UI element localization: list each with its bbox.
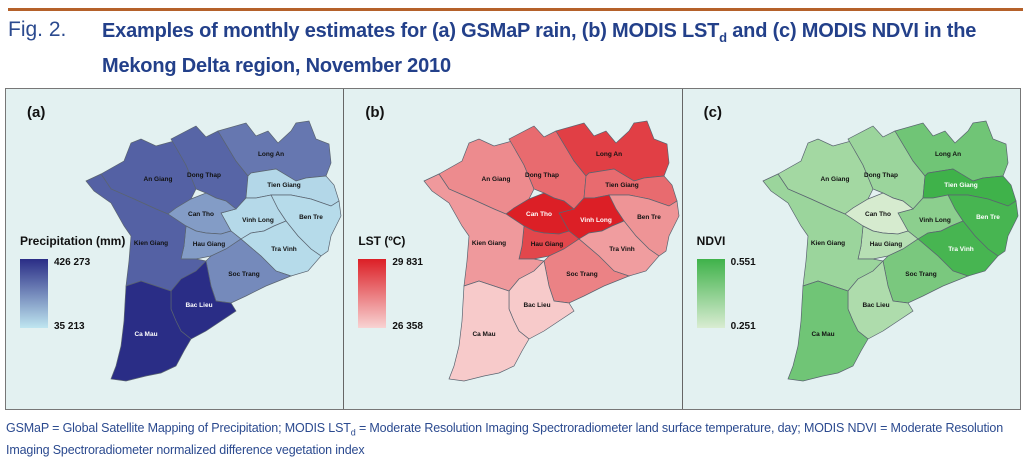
legend-title: Precipitation (mm)	[20, 234, 126, 248]
province-label-tien-giang: Tien Giang	[606, 182, 639, 189]
title-subscript: d	[719, 30, 727, 45]
province-label-hau-giang: Hau Giang	[193, 241, 226, 248]
province-ca-mau	[448, 280, 530, 382]
legend-title: LST (ºC)	[358, 234, 406, 248]
province-label-soc-trang: Soc Trang	[905, 271, 936, 278]
title-text: Examples of monthly estimates for (a) GS…	[102, 20, 720, 42]
province-label-vinh-long: Vinh Long	[919, 217, 951, 224]
province-ca-mau	[110, 280, 192, 382]
figure-caption: GSMaP = Global Satellite Mapping of Prec…	[6, 420, 1026, 459]
province-label-ben-tre: Ben Tre	[976, 214, 1000, 221]
map-b: An Giang Dong Thap Long An Tien Giang Ben Tr…	[423, 120, 680, 382]
province-label-hau-giang: Hau Giang	[869, 241, 902, 248]
province-label-hau-giang: Hau Giang	[531, 241, 564, 248]
province-label-vinh-long: Vinh Long	[581, 217, 613, 224]
province-ca-mau	[787, 280, 869, 382]
map-c: An Giang Dong Thap Long An Tien Giang Ben Tr…	[762, 120, 1019, 382]
province-layer: An Giang Dong Thap Long An Tien Giang Ben Tr…	[85, 120, 342, 382]
province-layer: An Giang Dong Thap Long An Tien Giang Ben Tr…	[423, 120, 680, 382]
province-label-kien-giang: Kien Giang	[472, 240, 506, 247]
province-label-can-tho: Can Tho	[865, 211, 891, 218]
province-label-soc-trang: Soc Trang	[567, 271, 598, 278]
figure-number: Fig. 2.	[8, 18, 67, 41]
map-a: An Giang Dong Thap Long An Tien Giang Ben Tr…	[85, 120, 342, 382]
province-label-bac-lieu: Bac Lieu	[185, 302, 212, 309]
province-label-kien-giang: Kien Giang	[134, 240, 168, 247]
province-label-long-an: Long An	[596, 151, 622, 158]
province-label-tra-vinh: Tra Vinh	[610, 246, 636, 253]
legend-max: 426 273	[54, 257, 91, 268]
title-text-cont: and (c) MODIS NDVI in the Mekong Delta r…	[102, 20, 977, 77]
legend-colorbar	[358, 259, 387, 328]
province-label-tra-vinh: Tra Vinh	[948, 246, 974, 253]
province-label-long-an: Long An	[258, 151, 284, 158]
province-label-dong-thap: Dong Thap	[525, 172, 559, 179]
province-label-can-tho: Can Tho	[188, 211, 214, 218]
figure-title: Examples of monthly estimates for (a) GS…	[102, 17, 1027, 81]
province-layer: An Giang Dong Thap Long An Tien Giang Ben Tr…	[762, 120, 1019, 382]
province-label-long-an: Long An	[935, 151, 961, 158]
province-label-ca-mau: Ca Mau	[473, 331, 496, 338]
province-label-kien-giang: Kien Giang	[811, 240, 845, 247]
legend-min: 0.251	[730, 321, 756, 332]
caption-text: GSMaP = Global Satellite Mapping of Prec…	[6, 421, 351, 435]
province-label-ben-tre: Ben Tre	[637, 214, 661, 221]
province-label-can-tho: Can Tho	[526, 211, 552, 218]
province-label-an-giang: An Giang	[482, 176, 511, 183]
province-label-bac-lieu: Bac Lieu	[862, 302, 889, 309]
province-label-ben-tre: Ben Tre	[299, 214, 323, 221]
title-rule	[8, 8, 1023, 11]
province-label-tien-giang: Tien Giang	[267, 182, 300, 189]
panel-b: An Giang Dong Thap Long An Tien Giang Ben Tr…	[344, 89, 683, 409]
province-label-tien-giang: Tien Giang	[944, 182, 977, 189]
province-label-dong-thap: Dong Thap	[864, 172, 898, 179]
province-label-bac-lieu: Bac Lieu	[524, 302, 551, 309]
province-label-soc-trang: Soc Trang	[228, 271, 259, 278]
panel-label: (c)	[703, 104, 722, 121]
panel-label: (a)	[27, 104, 46, 121]
province-label-ca-mau: Ca Mau	[811, 331, 834, 338]
caption-subscript: d	[350, 427, 356, 438]
legend-colorbar	[20, 259, 48, 328]
province-label-ca-mau: Ca Mau	[134, 331, 157, 338]
legend-title: NDVI	[696, 234, 726, 248]
panel-a: An Giang Dong Thap Long An Tien Giang Ben Tr…	[6, 89, 345, 409]
caption-text-cont: = Moderate Resolution Imaging Spectrorad…	[6, 421, 1004, 457]
legend-min: 35 213	[54, 321, 85, 332]
province-label-tra-vinh: Tra Vinh	[271, 246, 297, 253]
legend-max: 0.551	[730, 257, 756, 268]
province-label-an-giang: An Giang	[144, 176, 173, 183]
province-label-dong-thap: Dong Thap	[187, 172, 221, 179]
province-label-vinh-long: Vinh Long	[242, 217, 274, 224]
legend-min: 26 358	[392, 321, 423, 332]
panel-c: An Giang Dong Thap Long An Tien Giang Ben Tr…	[683, 89, 1020, 409]
legend-colorbar	[696, 259, 725, 328]
map-panels: An Giang Dong Thap Long An Tien Giang Ben Tr…	[5, 88, 1021, 410]
panel-label: (b)	[365, 104, 385, 121]
province-label-an-giang: An Giang	[820, 176, 849, 183]
legend-max: 29 831	[392, 257, 423, 268]
